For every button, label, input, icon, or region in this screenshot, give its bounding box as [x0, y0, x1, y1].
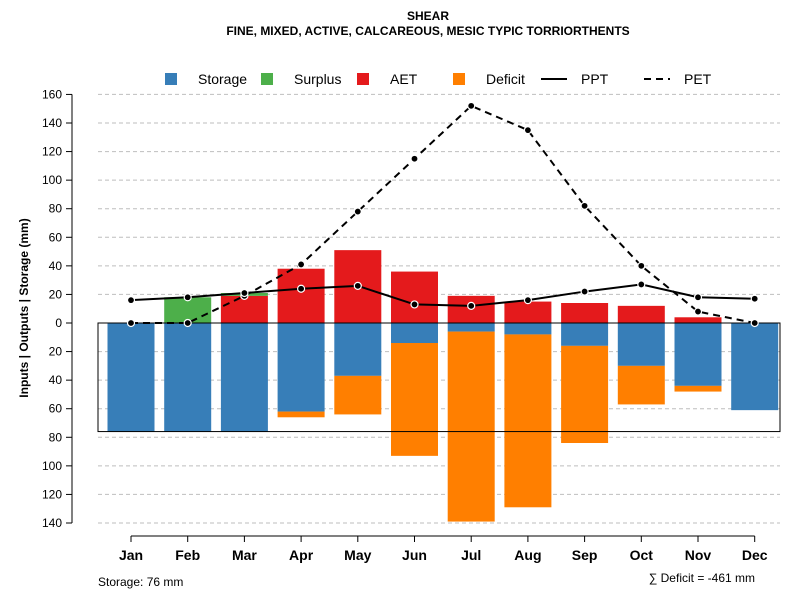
storage-bar — [731, 323, 778, 410]
x-tick-label-mar: Mar — [232, 547, 257, 563]
y-tick-label: 40 — [49, 373, 63, 387]
x-tick-label-jan: Jan — [119, 547, 143, 563]
pet-point — [411, 155, 418, 162]
legend-label-surplus: Surplus — [294, 71, 341, 87]
deficit-bar — [278, 412, 325, 418]
ppt-point — [184, 294, 191, 301]
pet-point — [468, 102, 475, 109]
y-tick-label: 100 — [42, 173, 62, 187]
y-tick-label: 60 — [49, 402, 63, 416]
ppt-point — [241, 290, 248, 297]
y-tick-label: 160 — [42, 87, 62, 101]
pet-point — [184, 320, 191, 327]
legend: Storage Surplus AET Deficit PPT PET — [165, 71, 712, 87]
chart-title: SHEAR — [407, 9, 449, 23]
storage-bar — [164, 323, 211, 432]
deficit-bar — [618, 366, 665, 405]
y-tick-label: 80 — [49, 430, 63, 444]
deficit-bar — [391, 343, 438, 456]
legend-swatch-aet — [357, 73, 369, 85]
ppt-point — [411, 301, 418, 308]
storage-bar — [221, 323, 268, 432]
y-tick-label: 20 — [49, 287, 63, 301]
legend-swatch-deficit — [453, 73, 465, 85]
x-tick-label-jul: Jul — [461, 547, 481, 563]
x-tick-label-jun: Jun — [402, 547, 427, 563]
ppt-point — [354, 282, 361, 289]
pet-point — [524, 127, 531, 134]
y-tick-label: 100 — [42, 459, 62, 473]
storage-bar — [561, 323, 608, 346]
storage-bar — [334, 323, 381, 376]
x-tick-label-nov: Nov — [685, 547, 712, 563]
x-tick-label-dec: Dec — [742, 547, 768, 563]
aet-bar — [278, 269, 325, 323]
ppt-point — [468, 302, 475, 309]
pet-point — [354, 208, 361, 215]
deficit-bar — [561, 346, 608, 443]
pet-point — [128, 320, 135, 327]
ppt-point — [638, 281, 645, 288]
legend-label-aet: AET — [390, 71, 418, 87]
x-tick-label-aug: Aug — [514, 547, 541, 563]
y-tick-label: 80 — [49, 202, 63, 216]
y-tick-label: 120 — [42, 145, 62, 159]
x-tick-label-may: May — [344, 547, 371, 563]
y-tick-label: 140 — [42, 116, 62, 130]
y-axis-label: Inputs | Outputs | Storage (mm) — [17, 218, 31, 397]
legend-label-ppt: PPT — [581, 71, 609, 87]
bars — [108, 250, 779, 521]
ppt-point — [751, 295, 758, 302]
legend-swatch-surplus — [261, 73, 273, 85]
legend-label-storage: Storage — [198, 71, 247, 87]
deficit-note: ∑ Deficit = -461 mm — [649, 571, 755, 585]
pet-point — [298, 261, 305, 268]
storage-note: Storage: 76 mm — [98, 575, 183, 589]
storage-bar — [504, 323, 551, 334]
aet-bar — [561, 303, 608, 323]
ppt-point — [128, 297, 135, 304]
ppt-point — [524, 297, 531, 304]
y-tick-label: 20 — [49, 345, 63, 359]
y-tick-label: 40 — [49, 259, 63, 273]
storage-bar — [108, 323, 155, 432]
x-tick-label-oct: Oct — [630, 547, 654, 563]
y-tick-label: 140 — [42, 516, 62, 530]
ppt-point — [581, 288, 588, 295]
chart-subtitle: FINE, MIXED, ACTIVE, CALCAREOUS, MESIC T… — [226, 24, 629, 38]
deficit-bar — [334, 376, 381, 415]
deficit-bar — [675, 386, 722, 392]
storage-bar — [448, 323, 495, 332]
storage-bar — [391, 323, 438, 343]
pet-point — [638, 262, 645, 269]
aet-bar — [618, 306, 665, 323]
y-tick-label: 0 — [55, 316, 62, 330]
storage-bar — [618, 323, 665, 366]
aet-bar — [675, 317, 722, 323]
y-tick-label: 120 — [42, 487, 62, 501]
deficit-bar — [504, 334, 551, 507]
legend-label-pet: PET — [684, 71, 712, 87]
ppt-point — [298, 285, 305, 292]
aet-bar — [504, 302, 551, 323]
aet-bar — [391, 272, 438, 323]
ppt-point — [695, 294, 702, 301]
legend-label-deficit: Deficit — [486, 71, 525, 87]
water-balance-chart: SHEAR FINE, MIXED, ACTIVE, CALCAREOUS, M… — [0, 0, 800, 600]
pet-point — [751, 320, 758, 327]
series-lines — [128, 102, 759, 326]
deficit-bar — [448, 332, 495, 522]
storage-bar — [675, 323, 722, 386]
pet-point — [695, 308, 702, 315]
legend-swatch-storage — [165, 73, 177, 85]
pet-point — [581, 202, 588, 209]
x-tick-label-sep: Sep — [572, 547, 598, 563]
storage-bar — [278, 323, 325, 412]
pet-line — [131, 106, 755, 323]
x-tick-label-feb: Feb — [175, 547, 200, 563]
x-tick-label-apr: Apr — [289, 547, 314, 563]
y-tick-label: 60 — [49, 230, 63, 244]
